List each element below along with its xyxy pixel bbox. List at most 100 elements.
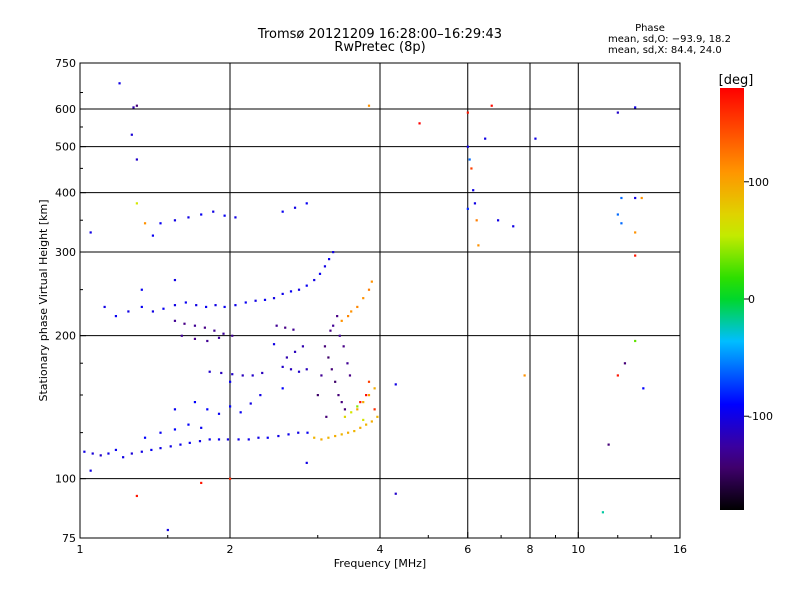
data-point xyxy=(226,438,230,441)
data-point xyxy=(477,244,480,247)
data-point xyxy=(231,334,234,337)
data-point xyxy=(275,324,278,327)
data-point xyxy=(332,251,335,254)
data-point xyxy=(132,106,135,109)
data-point xyxy=(293,350,297,353)
data-point xyxy=(281,387,284,390)
data-point xyxy=(292,328,295,331)
data-point xyxy=(472,189,475,192)
x-axis-label: Frequency [MHz] xyxy=(334,557,426,570)
data-point xyxy=(367,288,371,291)
data-point xyxy=(99,454,102,457)
data-point xyxy=(229,477,232,480)
data-point xyxy=(254,299,257,302)
data-point xyxy=(634,339,637,343)
data-point xyxy=(289,368,293,371)
data-point xyxy=(640,196,643,200)
data-point xyxy=(173,219,177,222)
data-point xyxy=(418,122,421,125)
data-point xyxy=(512,225,515,228)
data-point xyxy=(634,231,637,234)
data-point xyxy=(289,290,293,293)
data-point xyxy=(135,202,138,205)
data-point xyxy=(187,216,190,219)
x-tick-label: 4 xyxy=(377,543,384,556)
x-tick-label: 10 xyxy=(571,543,585,556)
data-point xyxy=(118,82,121,85)
data-point xyxy=(127,310,130,313)
data-point xyxy=(247,438,250,441)
data-point xyxy=(281,292,284,296)
data-point xyxy=(367,380,371,383)
colorbar-tick-label: 0 xyxy=(748,293,755,306)
data-point xyxy=(320,374,323,377)
data-point xyxy=(150,448,153,452)
data-point xyxy=(195,304,198,307)
data-point xyxy=(350,310,353,313)
y-tick-label: 200 xyxy=(55,330,76,343)
data-point xyxy=(318,272,322,275)
x-tick-label: 8 xyxy=(527,543,534,556)
data-point xyxy=(359,401,362,404)
data-point xyxy=(103,305,106,309)
data-point xyxy=(340,433,343,436)
y-tick-label: 600 xyxy=(55,103,76,116)
data-point xyxy=(373,387,376,390)
data-point xyxy=(616,111,619,114)
data-point xyxy=(620,222,623,225)
data-point xyxy=(200,213,203,216)
data-point xyxy=(473,202,477,205)
x-tick-label: 1 xyxy=(77,543,84,556)
data-point xyxy=(475,219,478,222)
phase-stats-heading: Phase xyxy=(635,23,665,34)
data-point xyxy=(340,319,343,322)
data-point xyxy=(327,258,331,261)
data-point xyxy=(183,322,186,325)
data-point xyxy=(173,278,177,282)
data-point xyxy=(140,305,143,309)
data-point xyxy=(173,428,177,431)
data-point xyxy=(356,305,359,309)
data-point xyxy=(370,280,373,283)
data-point xyxy=(166,528,169,532)
data-point xyxy=(237,438,240,441)
data-point xyxy=(206,408,209,411)
data-point xyxy=(362,297,365,300)
chart-title-line2: RwPretec (8p) xyxy=(334,40,426,55)
data-point xyxy=(367,104,371,107)
colorbar-unit-label: [deg] xyxy=(719,73,754,88)
data-point xyxy=(257,436,260,439)
data-point xyxy=(193,401,197,404)
data-point xyxy=(329,329,332,332)
data-point xyxy=(306,431,309,434)
data-point xyxy=(222,332,225,335)
data-point xyxy=(277,434,280,438)
data-point xyxy=(151,234,155,237)
data-point xyxy=(272,343,276,346)
data-point xyxy=(301,345,305,348)
data-point xyxy=(184,301,187,304)
data-point xyxy=(305,461,308,464)
data-point xyxy=(320,438,323,441)
data-point xyxy=(342,345,345,348)
data-point xyxy=(305,368,308,371)
data-point xyxy=(217,336,221,339)
data-point xyxy=(466,111,469,114)
data-point xyxy=(323,345,327,348)
data-point xyxy=(261,371,264,375)
data-point xyxy=(601,511,605,514)
data-point xyxy=(534,137,537,140)
data-point xyxy=(200,481,203,485)
data-point xyxy=(107,452,110,455)
data-point xyxy=(305,202,308,205)
data-point xyxy=(135,158,138,161)
data-point xyxy=(241,374,244,377)
y-tick-label: 75 xyxy=(62,532,76,545)
data-point xyxy=(223,214,226,217)
data-point xyxy=(198,440,202,443)
data-point xyxy=(208,438,211,441)
data-point xyxy=(249,402,252,405)
data-point xyxy=(490,104,493,107)
data-point xyxy=(634,254,637,257)
data-point xyxy=(179,443,182,446)
